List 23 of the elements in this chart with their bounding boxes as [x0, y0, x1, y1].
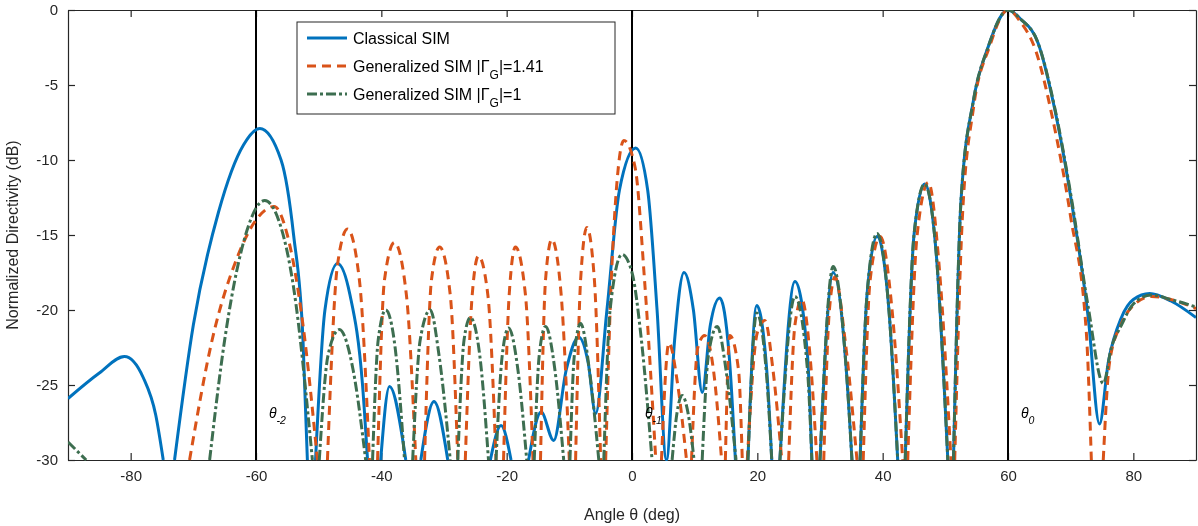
x-tick-label: -80: [120, 466, 143, 484]
legend-label: Classical SIM: [353, 30, 450, 47]
y-tick-label: -20: [36, 301, 58, 319]
ref-line-label: θ$_{-2}$: [269, 405, 287, 426]
y-tick-label: -30: [36, 451, 58, 469]
x-tick-label: -60: [245, 466, 268, 484]
y-tick-label: -5: [44, 76, 58, 94]
legend-label: Generalized SIM |Γ$_{G}$|=1: [353, 86, 522, 110]
x-tick-label: 20: [749, 466, 767, 484]
y-tick-label: -25: [36, 376, 58, 394]
y-tick-label: 0: [49, 1, 58, 19]
x-tick-label: -20: [496, 466, 519, 484]
x-tick-label: 0: [628, 466, 637, 484]
y-tick-label: -10: [36, 151, 58, 169]
legend-label: Generalized SIM |Γ$_{G}$|=1.41: [353, 58, 544, 82]
x-tick-label: 80: [1125, 466, 1143, 484]
y-axis-title: Normalized Directivity (dB): [4, 140, 21, 330]
x-axis-title: Angle θ (deg): [583, 506, 681, 523]
x-tick-label: 40: [874, 466, 892, 484]
y-tick-label: -15: [36, 226, 58, 244]
ref-line-label: θ$_{0}$: [1021, 405, 1035, 426]
x-tick-label: 60: [1000, 466, 1017, 484]
x-tick-label: -40: [370, 466, 393, 484]
